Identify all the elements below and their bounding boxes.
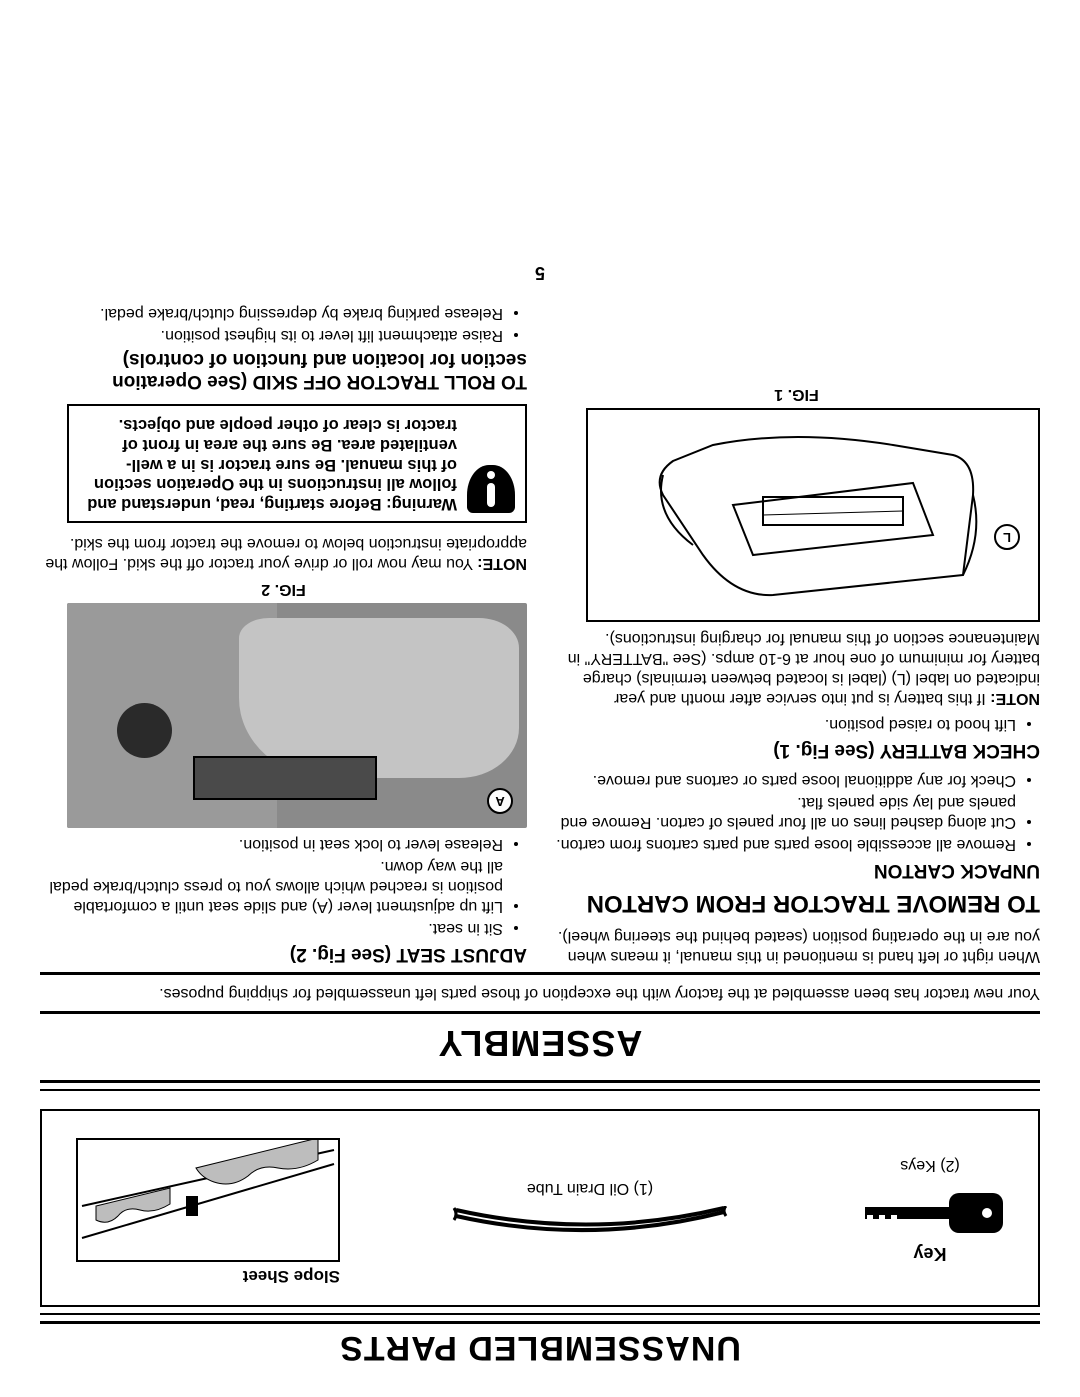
battery-list: Lift hood to raised position. — [553, 714, 1040, 734]
slope-sheet-icon — [76, 1139, 340, 1263]
note-text: If this battery is put into service afte… — [568, 630, 1040, 707]
warning-text: Warning: Before starting, read, understa… — [79, 414, 457, 513]
note-label: NOTE: — [990, 690, 1040, 707]
key-column: Key (2) Keys — [840, 1156, 1020, 1264]
parts-box: Key (2) Keys (1) Oil Drain Tub — [40, 1109, 1040, 1307]
right-column: ADJUST SEAT (See Fig. 2) Sit in seat. Li… — [40, 297, 527, 966]
list-item: Release lever to lock seat in position. — [40, 834, 503, 854]
list-item: Release parking brake by depressing clut… — [40, 303, 503, 323]
fig1-caption: FIG. 1 — [553, 384, 1040, 404]
left-column: When right or left hand is mentioned in … — [553, 297, 1040, 966]
tube-column: (1) Oil Drain Tube — [340, 1180, 840, 1241]
warning-box: Warning: Before starting, read, understa… — [67, 404, 527, 523]
roll-off-list: Raise attachment lift lever to its highe… — [40, 303, 527, 345]
rule — [40, 1313, 1040, 1315]
figure-1: L — [586, 408, 1040, 622]
tube-label: (1) Oil Drain Tube — [340, 1180, 840, 1198]
assembly-intro: Your new tractor has been assembled at t… — [40, 983, 1040, 1003]
roll-drive-note: NOTE: You may now roll or drive your tra… — [40, 533, 527, 573]
roll-off-heading: TO ROLL TRACTOR OFF SKID (See Operation … — [57, 349, 527, 393]
assembly-title: ASSEMBLY — [40, 1022, 1040, 1064]
list-item: Sit in seat. — [40, 918, 503, 938]
key-icon — [840, 1178, 1020, 1243]
rule — [40, 1011, 1040, 1014]
rule — [40, 1089, 1040, 1091]
rule — [40, 1080, 1040, 1083]
figure-2-photo: A — [67, 603, 527, 828]
two-column-body: When right or left hand is mentioned in … — [40, 297, 1040, 966]
fig2-caption: FIG. 2 — [40, 579, 527, 599]
tractor-hood-icon — [593, 415, 1033, 615]
slope-column: Slope Sheet — [60, 1134, 340, 1287]
list-item: Raise attachment lift lever to its highe… — [40, 325, 503, 345]
orientation-note: When right or left hand is mentioned in … — [553, 926, 1040, 966]
rule — [40, 972, 1040, 975]
battery-note: NOTE: If this battery is put into servic… — [553, 628, 1040, 708]
check-battery-heading: CHECK BATTERY (See Fig. 1) — [553, 738, 1040, 762]
rule — [40, 1321, 1040, 1324]
list-item: Lift up adjustment lever (A) and slide s… — [40, 856, 503, 916]
adjust-seat-heading: ADJUST SEAT (See Fig. 2) — [40, 942, 527, 966]
note-label: NOTE: — [477, 555, 527, 572]
unpack-carton-heading: UNPACK CARTON — [553, 858, 1040, 882]
adjust-seat-list: Sit in seat. Lift up adjustment lever (A… — [40, 834, 527, 938]
note-text: You may now roll or drive your tractor o… — [45, 535, 527, 572]
slope-sheet-label: Slope Sheet — [60, 1267, 340, 1287]
warning-icon — [467, 465, 515, 513]
label-a: A — [487, 788, 513, 814]
list-item: Remove all accessible loose parts and pa… — [553, 834, 1016, 854]
list-item: Check for any additional loose parts or … — [553, 770, 1016, 790]
key-label: Key — [840, 1243, 1020, 1264]
unpack-list: Remove all accessible loose parts and pa… — [553, 770, 1040, 854]
oil-drain-tube-icon — [450, 1207, 730, 1241]
list-item: Cut along dashed lines on all four panel… — [553, 792, 1016, 832]
manual-page: UNASSEMBLED PARTS Key (2) Keys — [0, 0, 1080, 1397]
remove-tractor-heading: TO REMOVE TRACTOR FROM CARTON — [553, 890, 1040, 916]
page-number: 5 — [40, 262, 1040, 283]
unassembled-parts-title: UNASSEMBLED PARTS — [40, 1328, 1040, 1367]
list-item: Lift hood to raised position. — [553, 714, 1016, 734]
key-count: (2) Keys — [840, 1156, 1020, 1174]
warning-label: Warning: — [386, 495, 457, 513]
label-l: L — [994, 524, 1020, 550]
